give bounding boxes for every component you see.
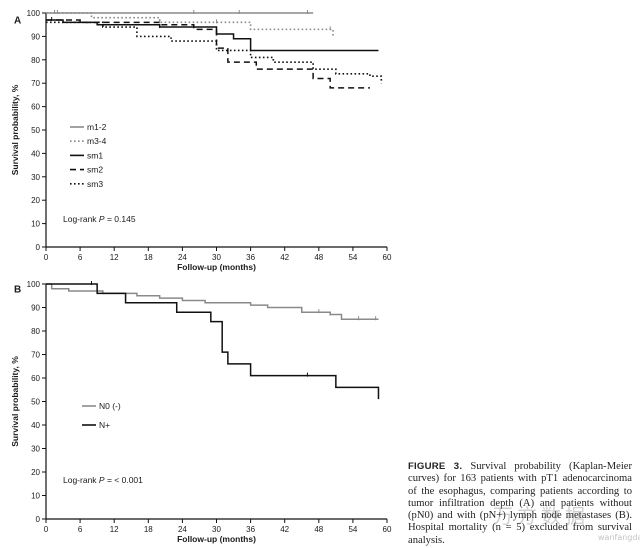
y-tick-label: 20 bbox=[31, 468, 40, 477]
logrank-p: P bbox=[99, 214, 105, 224]
y-tick-label: 0 bbox=[36, 515, 41, 524]
x-tick-label: 18 bbox=[144, 525, 153, 534]
x-tick-label: 42 bbox=[280, 525, 289, 534]
x-axis-label: Follow-up (months) bbox=[177, 262, 256, 272]
series-line-n0 bbox=[46, 283, 379, 320]
y-tick-label: 0 bbox=[36, 243, 41, 252]
x-tick-label: 24 bbox=[178, 253, 187, 262]
logrank-p: P bbox=[99, 475, 105, 485]
y-tick-label: 40 bbox=[31, 149, 40, 158]
x-tick-label: 0 bbox=[44, 525, 49, 534]
logrank-prefix: Log-rank bbox=[63, 475, 99, 485]
legend-label: N0 (-) bbox=[99, 401, 121, 411]
y-tick-label: 90 bbox=[31, 304, 40, 313]
series-line-sm2 bbox=[46, 19, 370, 89]
caption-label: FIGURE 3. bbox=[408, 461, 463, 472]
panel-label: A bbox=[14, 15, 21, 26]
x-tick-label: 60 bbox=[383, 253, 392, 262]
y-tick-label: 50 bbox=[31, 126, 40, 135]
x-tick-label: 0 bbox=[44, 253, 49, 262]
x-tick-label: 36 bbox=[246, 253, 255, 262]
logrank-annotation: Log-rank P = < 0.001 bbox=[63, 475, 143, 485]
figure-caption: FIGURE 3. Survival probability (Kaplan-M… bbox=[408, 461, 632, 547]
y-tick-label: 90 bbox=[31, 32, 40, 41]
legend-label: sm2 bbox=[87, 165, 103, 175]
y-tick-label: 80 bbox=[31, 56, 40, 65]
y-tick-label: 60 bbox=[31, 374, 40, 383]
series-line-m34 bbox=[46, 12, 334, 37]
y-tick-label: 100 bbox=[27, 280, 41, 289]
x-tick-label: 54 bbox=[348, 253, 357, 262]
x-tick-label: 12 bbox=[110, 253, 119, 262]
x-tick-label: 60 bbox=[383, 525, 392, 534]
legend-label: m1-2 bbox=[87, 122, 107, 132]
legend-label: sm3 bbox=[87, 179, 103, 189]
y-axis-label: Survival probability, % bbox=[10, 84, 20, 175]
y-tick-label: 60 bbox=[31, 103, 40, 112]
x-tick-label: 48 bbox=[314, 525, 323, 534]
x-tick-label: 30 bbox=[212, 253, 221, 262]
x-tick-label: 36 bbox=[246, 525, 255, 534]
x-tick-label: 42 bbox=[280, 253, 289, 262]
logrank-value: = < 0.001 bbox=[105, 475, 144, 485]
caption-text: Survival probability (Kaplan-Meier curve… bbox=[408, 461, 632, 546]
x-tick-label: 6 bbox=[78, 525, 83, 534]
logrank-prefix: Log-rank bbox=[63, 214, 99, 224]
watermark-sub: wanfangdata bbox=[598, 533, 640, 542]
legend-label: sm1 bbox=[87, 150, 103, 160]
series-line-sm3 bbox=[46, 21, 383, 84]
y-tick-label: 30 bbox=[31, 173, 40, 182]
series-line-n bbox=[46, 283, 380, 400]
legend-label: N+ bbox=[99, 420, 110, 430]
series-line-sm1 bbox=[46, 19, 379, 52]
x-tick-label: 24 bbox=[178, 525, 187, 534]
x-tick-label: 18 bbox=[144, 253, 153, 262]
watermark: 万方数据 bbox=[493, 504, 589, 528]
y-tick-label: 20 bbox=[31, 196, 40, 205]
y-tick-label: 70 bbox=[31, 79, 40, 88]
y-tick-label: 10 bbox=[31, 220, 40, 229]
y-tick-label: 100 bbox=[27, 9, 41, 18]
x-tick-label: 6 bbox=[78, 253, 83, 262]
logrank-value: = 0.145 bbox=[105, 214, 136, 224]
y-tick-label: 80 bbox=[31, 327, 40, 336]
y-tick-label: 10 bbox=[31, 492, 40, 501]
x-tick-label: 54 bbox=[348, 525, 357, 534]
x-tick-label: 12 bbox=[110, 525, 119, 534]
y-tick-label: 30 bbox=[31, 445, 40, 454]
y-tick-label: 40 bbox=[31, 421, 40, 430]
panel-label: B bbox=[14, 284, 21, 295]
chart-panel-B: B 0 10 20 30 40 50 60 70 80 90 100 0 6 12 18 24 30 36 42 48 5… bbox=[10, 280, 392, 544]
logrank-annotation: Log-rank P = 0.145 bbox=[63, 214, 136, 224]
y-tick-label: 50 bbox=[31, 398, 40, 407]
x-tick-label: 30 bbox=[212, 525, 221, 534]
y-tick-label: 70 bbox=[31, 351, 40, 360]
x-tick-label: 48 bbox=[314, 253, 323, 262]
y-axis-label: Survival probability, % bbox=[10, 356, 20, 447]
legend-label: m3-4 bbox=[87, 136, 107, 146]
x-axis-label: Follow-up (months) bbox=[177, 534, 256, 544]
chart-panel-A: A 0 10 20 30 40 50 60 70 80 90 100 0 6 12 18 24 30 36 42 48 5… bbox=[10, 9, 392, 272]
